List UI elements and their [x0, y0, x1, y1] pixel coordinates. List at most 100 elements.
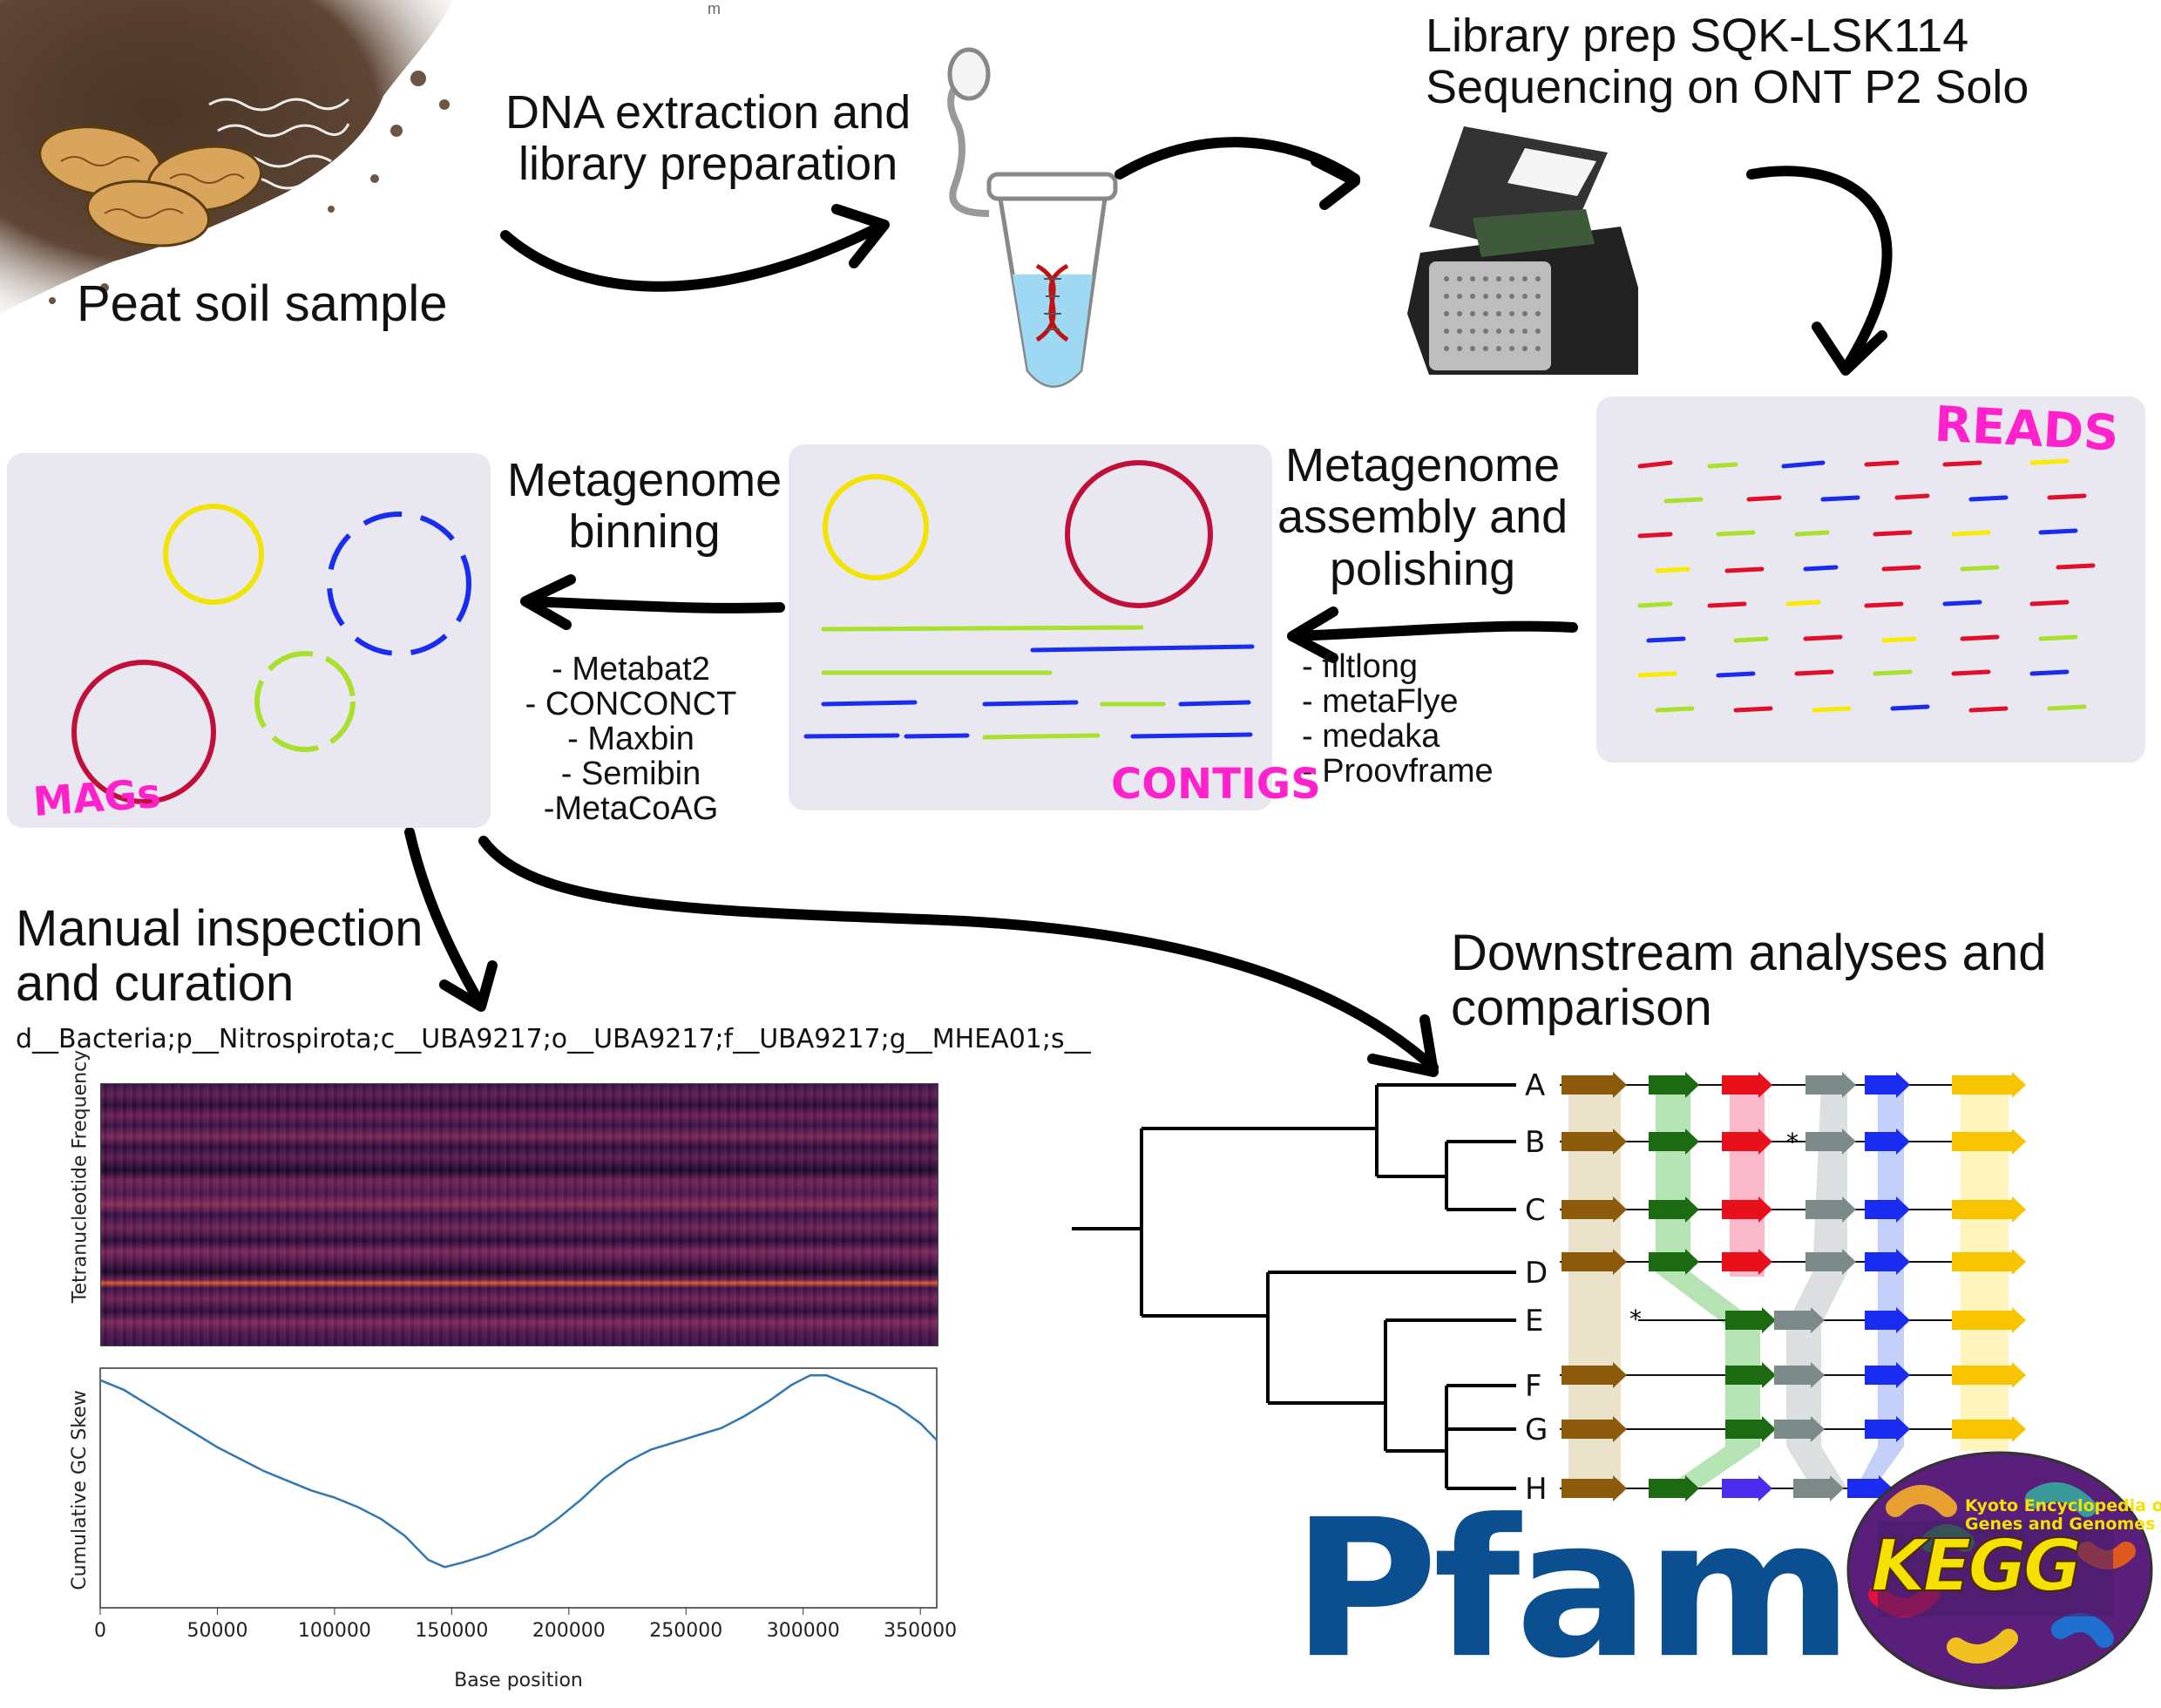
gc-ylabel: Cumulative GC Skew — [69, 1390, 91, 1589]
binning-tools: - Metabat2 - CONCONCT - Maxbin - Semibin… — [509, 652, 753, 826]
arrow-reads-to-contigs — [1287, 607, 1578, 663]
gene-arrow — [1805, 1128, 1856, 1155]
sequencing-label-line1: Library prep SQK-LSK114 — [1426, 10, 1969, 62]
x-tick-label: 0 — [94, 1620, 106, 1642]
assembly-label-line2: assembly and — [1277, 491, 1568, 544]
binning-tool: - Metabat2 — [552, 651, 710, 688]
asterisk-mark: * — [1629, 1305, 1642, 1333]
gene-arrow — [1847, 1475, 1893, 1501]
stray-mark: m — [708, 0, 721, 17]
assembly-tool: - medaka — [1302, 718, 1440, 755]
arrow-mags-to-downstream — [478, 836, 1439, 1077]
gene-arrow — [1865, 1072, 1910, 1098]
binning-tool: - CONCONCT — [525, 686, 737, 722]
sample-label: Peat soil sample — [77, 275, 448, 332]
kegg-sub-line1: Kyoto Encyclopedia of — [1965, 1496, 2161, 1515]
gene-arrow — [1952, 1072, 2026, 1098]
sequencer-device-icon — [1407, 126, 1638, 375]
binning-tool: -MetaCoAG — [543, 790, 719, 827]
gene-arrow — [1649, 1072, 1699, 1098]
sequencing-label: Library prep SQK-LSK114 Sequencing on ON… — [1426, 10, 2029, 114]
gene-arrow — [1865, 1249, 1910, 1275]
sequencing-label-line2: Sequencing on ONT P2 Solo — [1426, 61, 2029, 114]
gene-arrow — [1774, 1362, 1825, 1388]
leaf-label: G — [1525, 1413, 1548, 1447]
x-tick-label: 350000 — [884, 1620, 957, 1642]
gene-arrow — [1865, 1362, 1910, 1388]
extraction-label-line2: library preparation — [518, 138, 898, 191]
kegg-sub-text: Kyoto Encyclopedia of Genes and Genomes — [1965, 1497, 2161, 1534]
downstream-title-line2: comparison — [1451, 979, 1712, 1036]
kegg-logo: KEGG Kyoto Encyclopedia of Genes and Gen… — [1843, 1447, 2161, 1695]
gene-arrow — [1725, 1362, 1776, 1388]
gene-arrow — [1952, 1196, 2026, 1223]
asterisk-mark: * — [1786, 1128, 1799, 1156]
gene-arrow — [1793, 1475, 1844, 1501]
gene-arrow — [1561, 1416, 1627, 1442]
x-tick-label: 150000 — [415, 1620, 488, 1642]
kegg-sub-line2: Genes and Genomes — [1965, 1515, 2156, 1534]
gene-arrow — [1722, 1249, 1772, 1275]
gene-arrow — [1865, 1196, 1910, 1223]
heatmap-ylabel: Tetranucleotide Frequency — [69, 1049, 91, 1304]
arrow-contigs-to-mags — [520, 574, 785, 630]
leaf-label: D — [1525, 1256, 1548, 1291]
leaf-label: B — [1525, 1125, 1545, 1160]
tetranucleotide-heatmap — [100, 1083, 938, 1346]
assembly-label-line1: Metagenome — [1284, 439, 1561, 491]
x-tick-label: 250000 — [649, 1620, 722, 1642]
arrow-sequencing-to-reads — [1746, 166, 1893, 376]
x-tick-label: 100000 — [298, 1620, 371, 1642]
mags-tag: MAGs — [31, 769, 163, 826]
curation-title: Manual inspection and curation — [16, 901, 423, 1012]
mags-panel: MAGs — [7, 453, 491, 828]
leaf-label: F — [1525, 1369, 1542, 1404]
kegg-main-text: KEGG — [1870, 1524, 2083, 1609]
taxonomy-string: d__Bacteria;p__Nitrospirota;c__UBA9217;o… — [16, 1024, 1091, 1054]
assembly-label-line3: polishing — [1330, 542, 1516, 595]
assembly-tool: - metaFlye — [1302, 683, 1459, 720]
gene-arrow — [1561, 1475, 1627, 1501]
gene-arrow — [1865, 1416, 1910, 1442]
gene-arrow — [1725, 1416, 1776, 1442]
gene-arrow — [1952, 1128, 2026, 1155]
gene-arrow — [1722, 1072, 1772, 1098]
gene-arrow — [1649, 1128, 1699, 1155]
gc-skew-line — [99, 1374, 938, 1569]
tube-icon — [947, 47, 1118, 388]
x-tick-label: 300000 — [767, 1620, 840, 1642]
gene-arrow — [1865, 1307, 1910, 1333]
arrow-mags-to-curation — [404, 828, 498, 1012]
binning-label: Metagenome binning — [507, 454, 782, 559]
contigs-panel: CONTIGS — [789, 444, 1321, 810]
gene-arrow — [1561, 1128, 1627, 1155]
gene-arrow — [1952, 1249, 2026, 1275]
gc-plot-frame — [99, 1367, 938, 1609]
leaf-label: C — [1525, 1193, 1546, 1228]
gene-arrow — [1805, 1249, 1856, 1275]
gene-arrow — [1649, 1196, 1699, 1223]
gene-arrow — [1952, 1362, 2026, 1388]
gene-arrow — [1561, 1362, 1627, 1388]
binning-label-line2: binning — [568, 505, 721, 559]
gene-arrow — [1952, 1416, 2026, 1442]
arrow-extraction-to-sequencing — [1114, 137, 1360, 210]
extraction-label-line1: DNA extraction and — [505, 86, 911, 139]
gene-arrow — [1561, 1072, 1627, 1098]
reads-tag: READS — [1933, 396, 2121, 463]
curation-title-line2: and curation — [16, 954, 295, 1012]
assembly-tools: - filtlong - metaFlye - medaka - Proovfr… — [1302, 649, 1494, 789]
gc-skew-chart: 0 50000 100000 150000 200000 250000 300000 3500… — [69, 1367, 957, 1691]
peat-soil-illustration — [0, 0, 488, 331]
gene-arrow — [1649, 1475, 1699, 1501]
gene-arrow — [1561, 1196, 1627, 1223]
gene-arrow — [1722, 1475, 1772, 1501]
assembly-label: Metagenome assembly and polishing — [1277, 439, 1568, 595]
leaf-label: H — [1525, 1472, 1548, 1507]
reads-panel: READS — [1596, 396, 2145, 762]
binning-tool: - Maxbin — [567, 721, 694, 757]
gene-arrow — [1722, 1128, 1772, 1155]
contigs-tag: CONTIGS — [1111, 760, 1321, 809]
binning-tool: - Semibin — [560, 756, 701, 792]
gene-arrow — [1725, 1307, 1776, 1333]
